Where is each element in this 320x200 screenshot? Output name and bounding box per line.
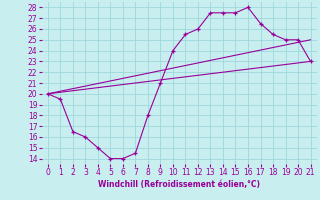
X-axis label: Windchill (Refroidissement éolien,°C): Windchill (Refroidissement éolien,°C) [98, 180, 260, 189]
